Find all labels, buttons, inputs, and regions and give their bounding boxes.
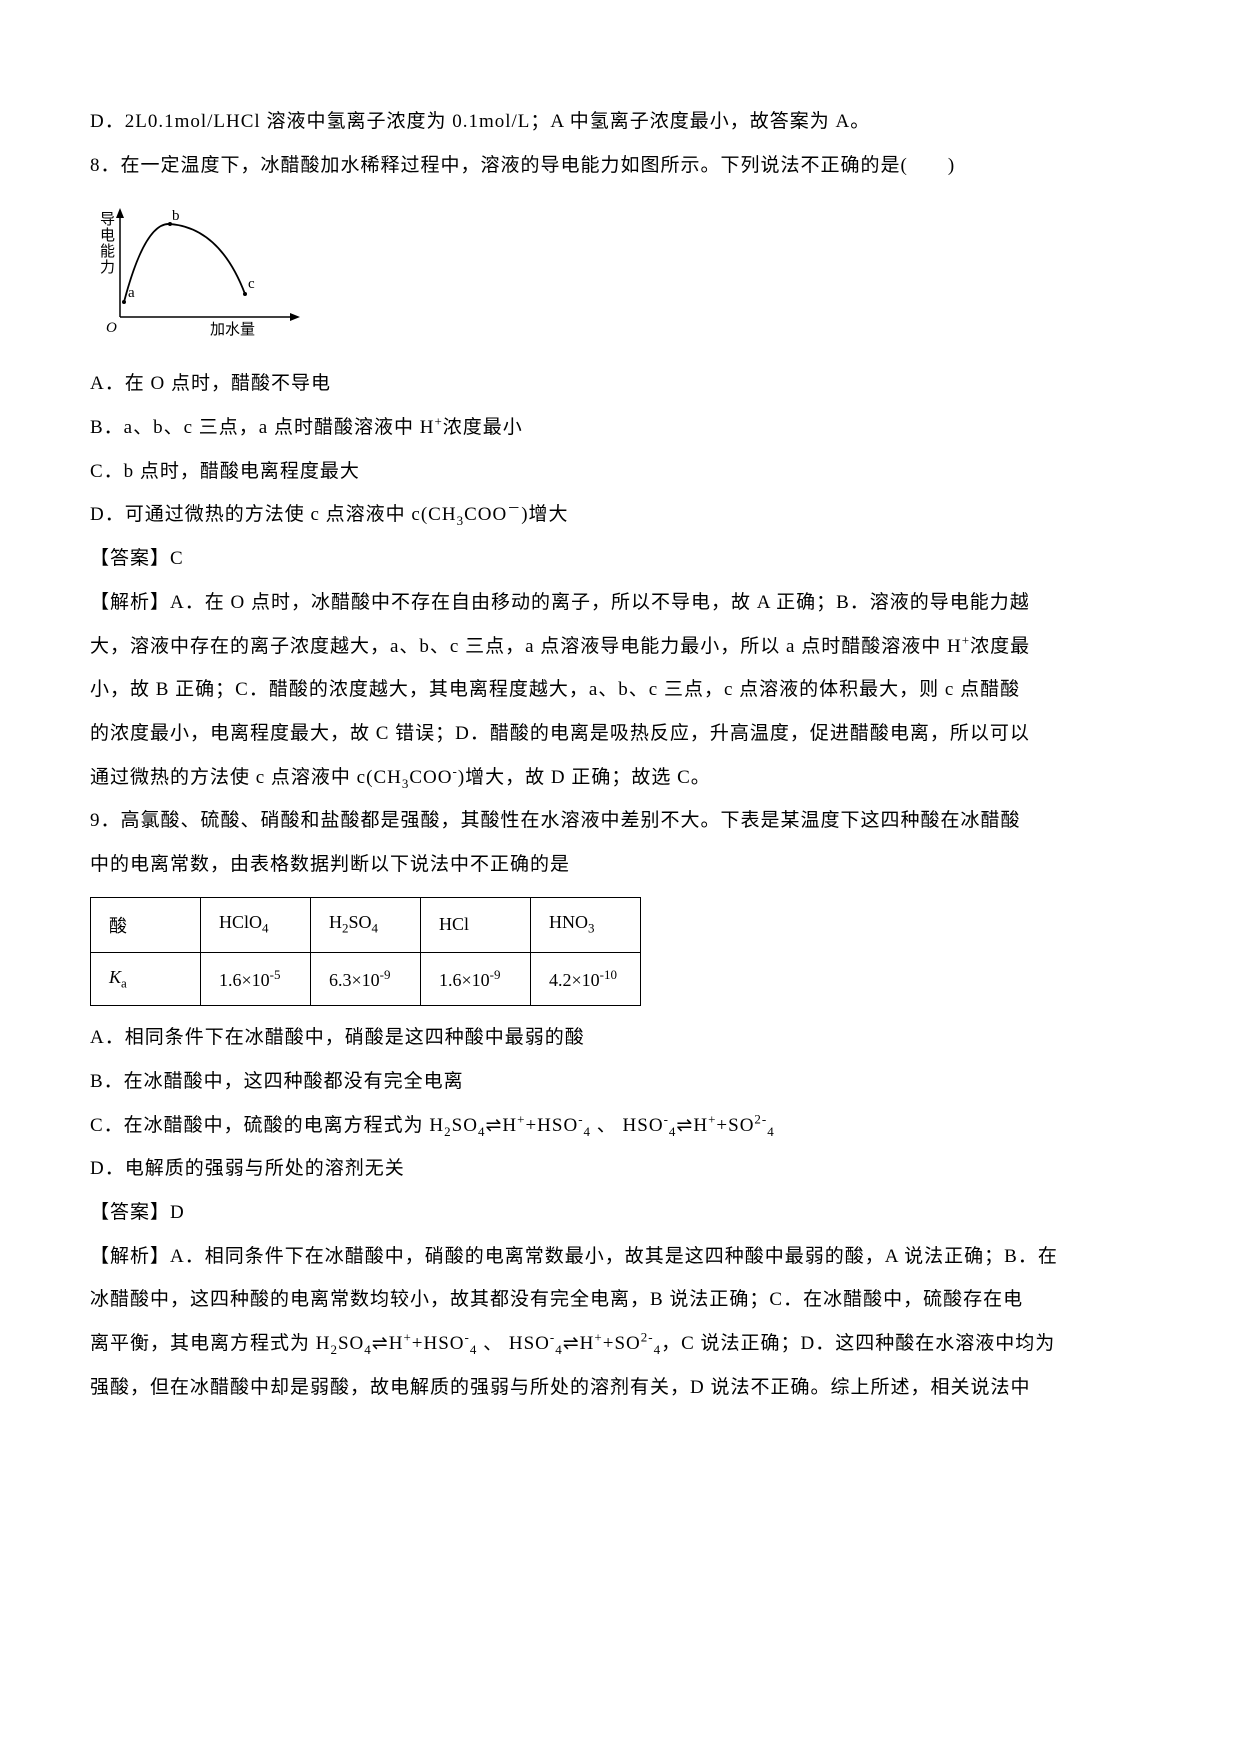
sub-3: 3 [457, 513, 465, 528]
q8-d-pre: D．可通过微热的方法使 c 点溶液中 c(CH [90, 504, 457, 525]
q9-explain-2: 冰醋酸中，这四种酸的电离常数均较小，故其都没有完全电离，B 说法正确；C．在冰醋… [90, 1278, 1150, 1322]
q9-c-pre: C．在冰醋酸中，硫酸的电离方程式为 H [90, 1115, 444, 1136]
q8-ex2-post: 浓度最 [970, 636, 1030, 657]
q8-ex5-mid: COO [409, 767, 452, 788]
q9-table: 酸 HClO4 H2SO4 HCl HNO3 Ka 1.6×10-5 6.3×1… [90, 897, 641, 1007]
q8-option-d: D．可通过微热的方法使 c 点溶液中 c(CH3COO－)增大 [90, 493, 1150, 537]
cell-k3: 1.6×10-9 [421, 952, 531, 1006]
plus-sup2: + [962, 632, 970, 647]
q8-option-b: B．a、b、c 三点，a 点时醋酸溶液中 H+浓度最小 [90, 406, 1150, 450]
graph-ylabel-2: 电 [100, 227, 115, 244]
q9-explain-4: 强酸，但在冰醋酸中却是弱酸，故电解质的强弱与所处的溶剂有关，D 说法不正确。综上… [90, 1366, 1150, 1410]
q8-explain-1: 【解析】A．在 O 点时，冰醋酸中不存在自由移动的离子，所以不导电，故 A 正确… [90, 581, 1150, 625]
q9-stem1: 9．高氯酸、硫酸、硝酸和盐酸都是强酸，其酸性在水溶液中差别不大。下表是某温度下这… [90, 799, 1150, 843]
answer-label: 【答案】 [90, 548, 170, 569]
graph-point-b: b [172, 208, 180, 224]
q8-option-a: A．在 O 点时，醋酸不导电 [90, 362, 1150, 406]
q9-option-b: B．在冰醋酸中，这四种酸都没有完全电离 [90, 1060, 1150, 1104]
cell-acid1: HClO4 [201, 897, 311, 952]
graph-ylabel-3: 能 [100, 243, 115, 260]
q8-stem: 8．在一定温度下，冰醋酸加水稀释过程中，溶液的导电能力如图所示。下列说法不正确的… [90, 144, 1150, 188]
graph-point-c: c [248, 276, 255, 292]
minus-sup: － [507, 501, 521, 516]
graph-xlabel: 加水量 [210, 321, 255, 338]
cell-k2: 6.3×10-9 [311, 952, 421, 1006]
q9-explain-3: 离平衡，其电离方程式为 H2SO4⇌H++HSO-4 、 HSO-4⇌H++SO… [90, 1322, 1150, 1366]
explain-label: 【解析】 [90, 1246, 170, 1267]
q8-graph: a b c 导 电 能 力 O 加水量 [90, 202, 1150, 347]
table-row: 酸 HClO4 H2SO4 HCl HNO3 [91, 897, 641, 952]
q9-answer-value: D [170, 1202, 185, 1223]
q8-answer-value: C [170, 548, 184, 569]
graph-point-a: a [128, 285, 135, 301]
cell-acid4: HNO3 [531, 897, 641, 952]
q9-option-a: A．相同条件下在冰醋酸中，硝酸是这四种酸中最弱的酸 [90, 1016, 1150, 1060]
table-row: Ka 1.6×10-5 6.3×10-9 1.6×10-9 4.2×10-10 [91, 952, 641, 1006]
cell-k4: 4.2×10-10 [531, 952, 641, 1006]
graph-origin: O [106, 320, 117, 336]
answer-label: 【答案】 [90, 1202, 170, 1223]
cell-acid3: HCl [421, 897, 531, 952]
q8-answer: 【答案】C [90, 537, 1150, 581]
q8-b-pre: B．a、b、c 三点，a 点时醋酸溶液中 H [90, 417, 434, 438]
q7-option-d: D．2L0.1mol/LHCl 溶液中氢离子浓度为 0.1mol/L；A 中氢离… [90, 100, 1150, 144]
q8-explain-5: 通过微热的方法使 c 点溶液中 c(CH3COO-)增大，故 D 正确；故选 C… [90, 756, 1150, 800]
q9-ex1: A．相同条件下在冰醋酸中，硝酸的电离常数最小，故其是这四种酸中最弱的酸，A 说法… [170, 1246, 1058, 1267]
q8-ex2-pre: 大，溶液中存在的离子浓度越大，a、b、c 三点，a 点溶液导电能力最小，所以 a… [90, 636, 962, 657]
q8-b-post: 浓度最小 [443, 417, 523, 438]
q8-explain-4: 的浓度最小，电离程度最大，故 C 错误；D．醋酸的电离是吸热反应，升高温度，促进… [90, 712, 1150, 756]
q8-explain-3: 小，故 B 正确；C．醋酸的浓度越大，其电离程度越大，a、b、c 三点，c 点溶… [90, 668, 1150, 712]
plus-sup: + [434, 414, 442, 429]
cell-ka-label: Ka [91, 952, 201, 1006]
q8-d-mid: COO [464, 504, 507, 525]
cell-acid-label: 酸 [91, 897, 201, 952]
q8-ex5-post: )增大，故 D 正确；故选 C。 [458, 767, 711, 788]
q8-ex5-pre: 通过微热的方法使 c 点溶液中 c(CH [90, 767, 402, 788]
q9-stem2: 中的电离常数，由表格数据判断以下说法中不正确的是 [90, 843, 1150, 887]
q9-option-c: C．在冰醋酸中，硫酸的电离方程式为 H2SO4⇌H++HSO-4 、 HSO-4… [90, 1104, 1150, 1148]
explain-label: 【解析】 [90, 592, 170, 613]
cell-acid2: H2SO4 [311, 897, 421, 952]
q9-explain-1: 【解析】A．相同条件下在冰醋酸中，硝酸的电离常数最小，故其是这四种酸中最弱的酸，… [90, 1235, 1150, 1279]
q8-d-post: )增大 [521, 504, 568, 525]
q8-option-c: C．b 点时，醋酸电离程度最大 [90, 450, 1150, 494]
q8-ex1: A．在 O 点时，冰醋酸中不存在自由移动的离子，所以不导电，故 A 正确；B．溶… [170, 592, 1030, 613]
cell-k1: 1.6×10-5 [201, 952, 311, 1006]
q9-option-d: D．电解质的强弱与所处的溶剂无关 [90, 1147, 1150, 1191]
q9-answer: 【答案】D [90, 1191, 1150, 1235]
graph-ylabel-1: 导 [100, 212, 115, 228]
q8-explain-2: 大，溶液中存在的离子浓度越大，a、b、c 三点，a 点溶液导电能力最小，所以 a… [90, 625, 1150, 669]
graph-ylabel-4: 力 [100, 259, 115, 276]
